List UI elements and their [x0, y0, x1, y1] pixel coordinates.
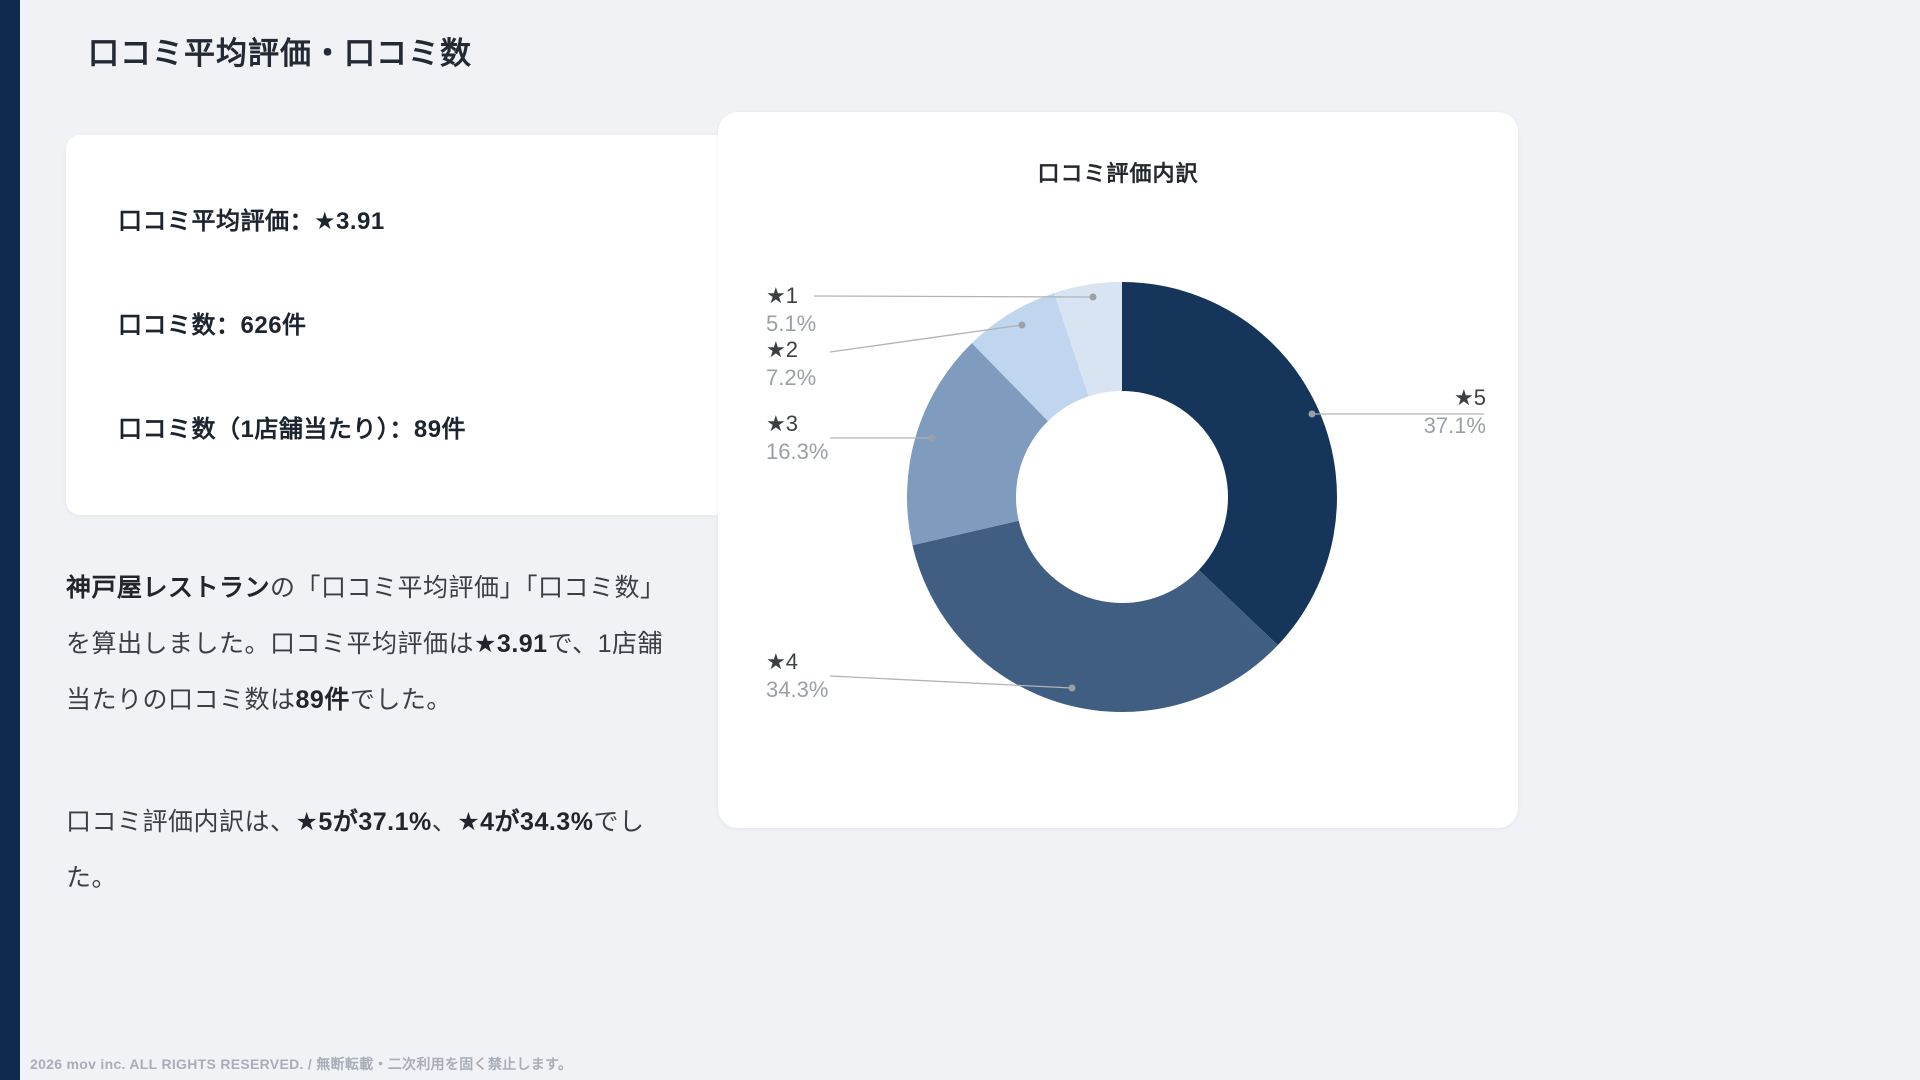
donut-slice-star2	[971, 292, 1089, 422]
summary-paragraph-2: 口コミ評価内訳は、★5が37.1%、★4が34.3%でした。	[66, 808, 645, 892]
chart-label-star2-pct: 7.2%	[766, 365, 817, 390]
leader-dot-star3	[928, 434, 936, 442]
stat-review-count: 口コミ数：626件	[118, 312, 307, 339]
chart-label-star3-name: ★3	[766, 411, 798, 436]
left-accent-bar	[0, 0, 20, 1080]
chart-label-star5-pct: 37.1%	[1423, 413, 1486, 438]
chart-label-star4-pct: 34.3%	[766, 677, 829, 702]
leader-line-star4	[829, 675, 1073, 689]
chart-label-star1-name: ★1	[766, 283, 798, 308]
summary-paragraph-1: 神戸屋レストランの「口コミ平均評価」「口コミ数」を算出しました。口コミ平均評価は…	[66, 574, 666, 714]
donut-slice-star1	[1054, 282, 1122, 397]
chart-label-star5-name: ★5	[1454, 385, 1486, 410]
leader-dot-star4	[1068, 684, 1076, 692]
leader-dot-star2	[1018, 321, 1026, 329]
chart-label-star2: ★2 7.2%	[766, 336, 816, 392]
leader-dot-star1	[1089, 293, 1097, 301]
donut-slice-star3	[907, 343, 1048, 546]
leader-dot-star5	[1308, 410, 1316, 418]
chart-label-star4: ★4 34.3%	[766, 648, 828, 704]
leader-line-star2	[829, 324, 1023, 353]
donut-slice-star5	[1122, 282, 1337, 646]
stat-reviews-per-store: 口コミ数（1店舗当たり）：89件	[118, 416, 467, 443]
donut-slice-star4	[912, 520, 1278, 712]
chart-label-star4-name: ★4	[766, 649, 798, 674]
chart-label-star3: ★3 16.3%	[766, 410, 828, 466]
chart-card: 口コミ評価内訳 ★1 5.1% ★2 7.2% ★3 16.3% ★4 34.3…	[718, 112, 1518, 828]
summary-text-block: 神戸屋レストランの「口コミ平均評価」「口コミ数」を算出しました。口コミ平均評価は…	[66, 560, 686, 906]
donut-chart	[813, 282, 1484, 712]
chart-label-star1: ★1 5.1%	[766, 282, 816, 338]
stats-card: 口コミ平均評価：★3.91 口コミ数：626件 口コミ数（1店舗当たり）：89件	[66, 135, 836, 515]
chart-label-star3-pct: 16.3%	[766, 439, 829, 464]
page-title: 口コミ平均評価・口コミ数	[88, 36, 472, 71]
chart-title: 口コミ評価内訳	[1037, 161, 1199, 186]
leader-line-star1	[813, 295, 1094, 298]
stat-average-rating: 口コミ平均評価：★3.91	[118, 208, 385, 235]
footer-copyright: 2026 mov inc. ALL RIGHTS RESERVED. / 無断転…	[30, 1056, 573, 1072]
chart-label-star5: ★5 37.1%	[1424, 384, 1486, 440]
chart-label-star2-name: ★2	[766, 337, 798, 362]
chart-label-star1-pct: 5.1%	[766, 311, 817, 336]
